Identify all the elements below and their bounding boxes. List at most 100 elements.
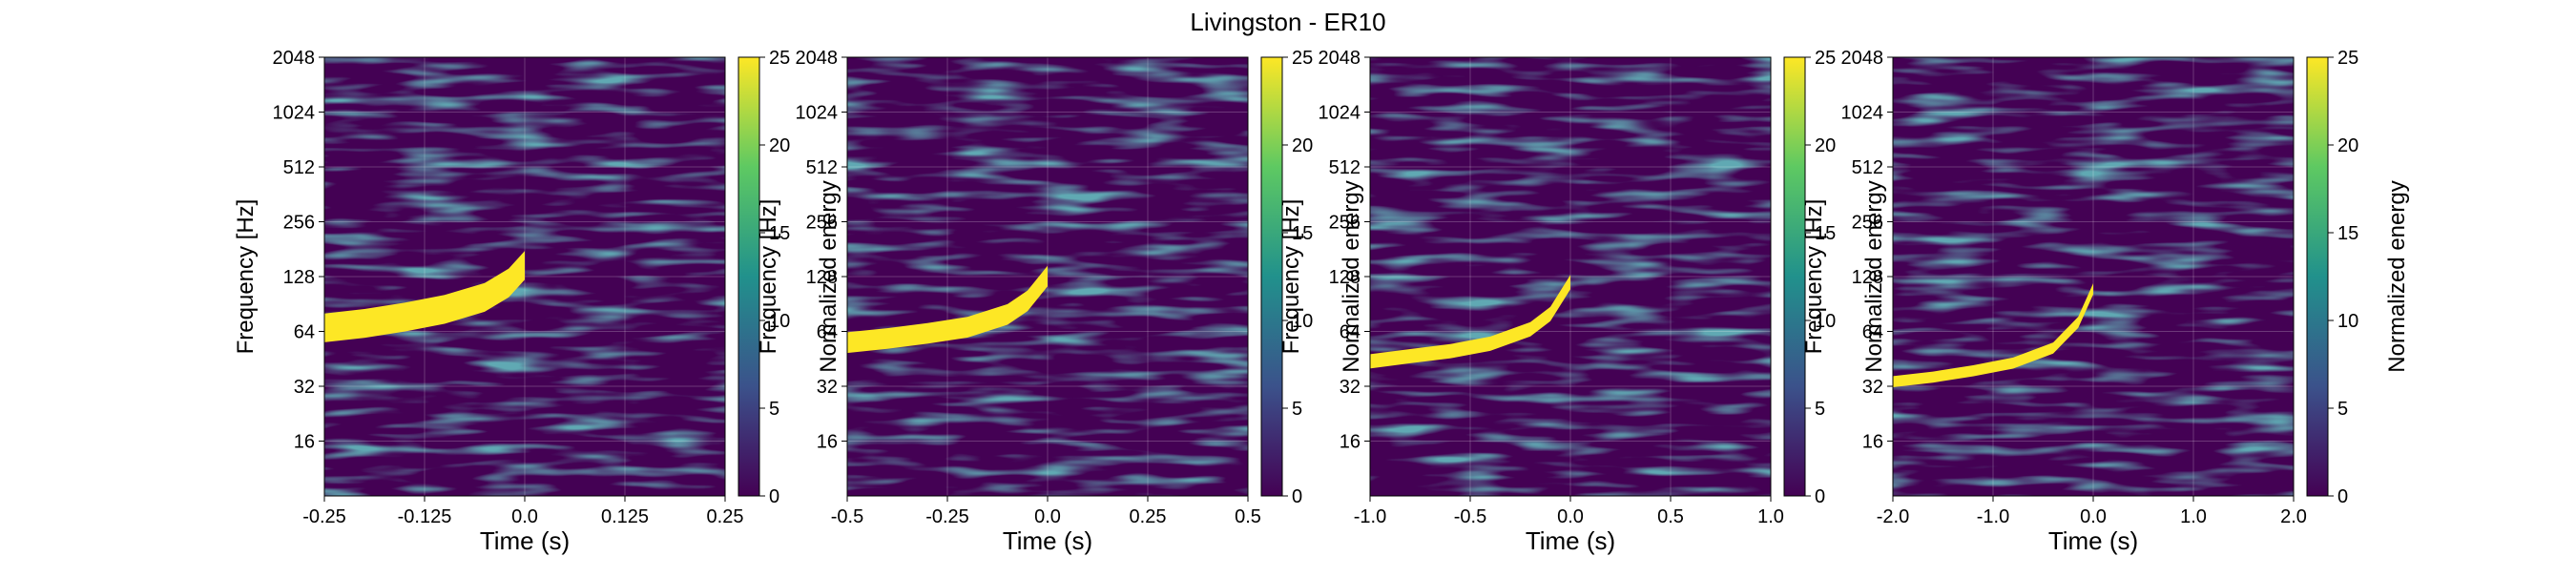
noise-texture (1893, 57, 2294, 496)
y-tick-label: 2048 (796, 48, 839, 69)
x-tick-label: 0.0 (2080, 506, 2107, 527)
colorbar-tick-label: 25 (1292, 48, 1313, 69)
colorbar-tick-label: 20 (1292, 135, 1313, 156)
colorbar-tick-label: 10 (1815, 311, 1836, 332)
colorbar-tick-label: 15 (769, 223, 790, 244)
colorbar-tick-label: 20 (1815, 135, 1836, 156)
y-tick-label: 512 (1329, 157, 1361, 178)
y-tick-label: 16 (1862, 432, 1883, 453)
x-tick-label: -1.0 (1354, 506, 1386, 527)
y-tick-label: 16 (817, 432, 838, 453)
colorbar-tick-label: 25 (1815, 48, 1836, 69)
y-tick-label: 128 (1852, 267, 1883, 288)
colorbar-tick-label: 5 (2337, 399, 2348, 420)
colorbar-tick-label: 20 (2337, 135, 2358, 156)
y-tick-label: 1024 (1841, 103, 1884, 124)
x-axis-label: Time (s) (1526, 526, 1615, 555)
y-tick-label: 32 (1340, 377, 1361, 398)
y-tick-label: 32 (294, 377, 315, 398)
colorbar-label: Normalized energy (1339, 180, 1364, 372)
chirp-track (1893, 283, 2093, 387)
x-tick-label: -0.125 (398, 506, 452, 527)
colorbar-label: Normalized energy (2384, 180, 2410, 372)
panel-4: -2.0 -1.0 0.0 1.0 2.0 Time (s) 16 32 64 128 256 512… (1801, 48, 2410, 555)
y-tick-label: 2048 (273, 48, 316, 69)
colorbar-tick-label: 0 (1292, 486, 1302, 507)
colorbar-tick-label: 0 (2337, 486, 2348, 507)
x-axis-label: Time (s) (480, 526, 570, 555)
y-axis-label: Frequency [Hz] (1278, 199, 1304, 355)
x-tick-label: 1.0 (2180, 506, 2207, 527)
colorbar-tick-label: 0 (1815, 486, 1825, 507)
y-tick-label: 512 (1852, 157, 1883, 178)
colorbar-label: Normalized energy (1861, 180, 1887, 372)
y-tick-label: 32 (1862, 377, 1883, 398)
chirp-track (1370, 275, 1570, 369)
y-tick-label: 64 (1862, 322, 1883, 343)
y-tick-label: 1024 (273, 103, 316, 124)
y-tick-label: 512 (283, 157, 315, 178)
colorbar-tick-label: 10 (1292, 311, 1313, 332)
x-tick-label: 0.5 (1235, 506, 1261, 527)
colorbar (2306, 56, 2329, 497)
colorbar-tick-label: 15 (1815, 223, 1836, 244)
chirp-track (847, 265, 1048, 354)
colorbar-tick-label: 15 (2337, 223, 2358, 244)
x-tick-label: 2.0 (2280, 506, 2307, 527)
y-tick-label: 16 (1340, 432, 1361, 453)
y-tick-label: 512 (806, 157, 838, 178)
colorbar (1783, 56, 1806, 497)
x-tick-label: -1.0 (1977, 506, 2009, 527)
panels: -0.25 -0.125 0.0 0.125 0.25 Time (s) 16 32 64 128… (233, 48, 2410, 555)
y-tick-label: 128 (806, 267, 838, 288)
colorbar-tick-label: 15 (1292, 223, 1313, 244)
y-tick-label: 32 (817, 377, 838, 398)
y-tick-label: 128 (283, 267, 315, 288)
y-tick-label: 256 (806, 213, 838, 234)
y-tick-label: 2048 (1841, 48, 1884, 69)
panel-2: -0.5 -0.25 0.0 0.25 0.5 Time (s) 16 32 64 128 256 5… (756, 48, 1364, 555)
x-tick-label: 0.0 (511, 506, 538, 527)
chart-title: Livingston - ER10 (1190, 8, 1385, 36)
x-axis-label: Time (s) (1003, 526, 1092, 555)
x-axis-label: Time (s) (2048, 526, 2138, 555)
x-tick-label: 0.5 (1657, 506, 1684, 527)
y-tick-label: 256 (1329, 213, 1361, 234)
colorbar-tick-label: 25 (769, 48, 790, 69)
colorbar-label: Normalized energy (816, 180, 841, 372)
colorbar-tick-label: 0 (769, 486, 779, 507)
x-tick-label: 0.25 (707, 506, 744, 527)
x-tick-label: -0.5 (1454, 506, 1486, 527)
colorbar (1260, 56, 1283, 497)
y-axis-label: Frequency [Hz] (756, 199, 781, 355)
y-tick-label: 1024 (796, 103, 839, 124)
colorbar (737, 56, 760, 497)
panel-1: -0.25 -0.125 0.0 0.125 0.25 Time (s) 16 32 64 128… (233, 48, 841, 555)
x-tick-label: 0.125 (601, 506, 649, 527)
colorbar-tick-label: 10 (2337, 311, 2358, 332)
y-tick-label: 64 (817, 322, 838, 343)
x-tick-label: 0.0 (1557, 506, 1584, 527)
colorbar-tick-label: 5 (1292, 399, 1302, 420)
x-tick-label: -2.0 (1877, 506, 1909, 527)
x-tick-label: 0.0 (1034, 506, 1061, 527)
colorbar-tick-label: 20 (769, 135, 790, 156)
colorbar-tick-label: 5 (769, 399, 779, 420)
y-tick-label: 128 (1329, 267, 1361, 288)
y-tick-label: 64 (294, 322, 315, 343)
y-tick-label: 1024 (1319, 103, 1361, 124)
x-tick-label: -0.25 (302, 506, 346, 527)
y-axis-label: Frequency [Hz] (1801, 199, 1827, 355)
colorbar-tick-label: 25 (2337, 48, 2358, 69)
colorbar-tick-label: 5 (1815, 399, 1825, 420)
x-tick-label: 0.25 (1130, 506, 1167, 527)
y-tick-label: 256 (283, 213, 315, 234)
x-tick-label: -0.25 (925, 506, 969, 527)
y-tick-label: 256 (1852, 213, 1883, 234)
colorbar-tick-label: 10 (769, 311, 790, 332)
x-tick-label: -0.5 (831, 506, 863, 527)
y-tick-label: 2048 (1319, 48, 1361, 69)
